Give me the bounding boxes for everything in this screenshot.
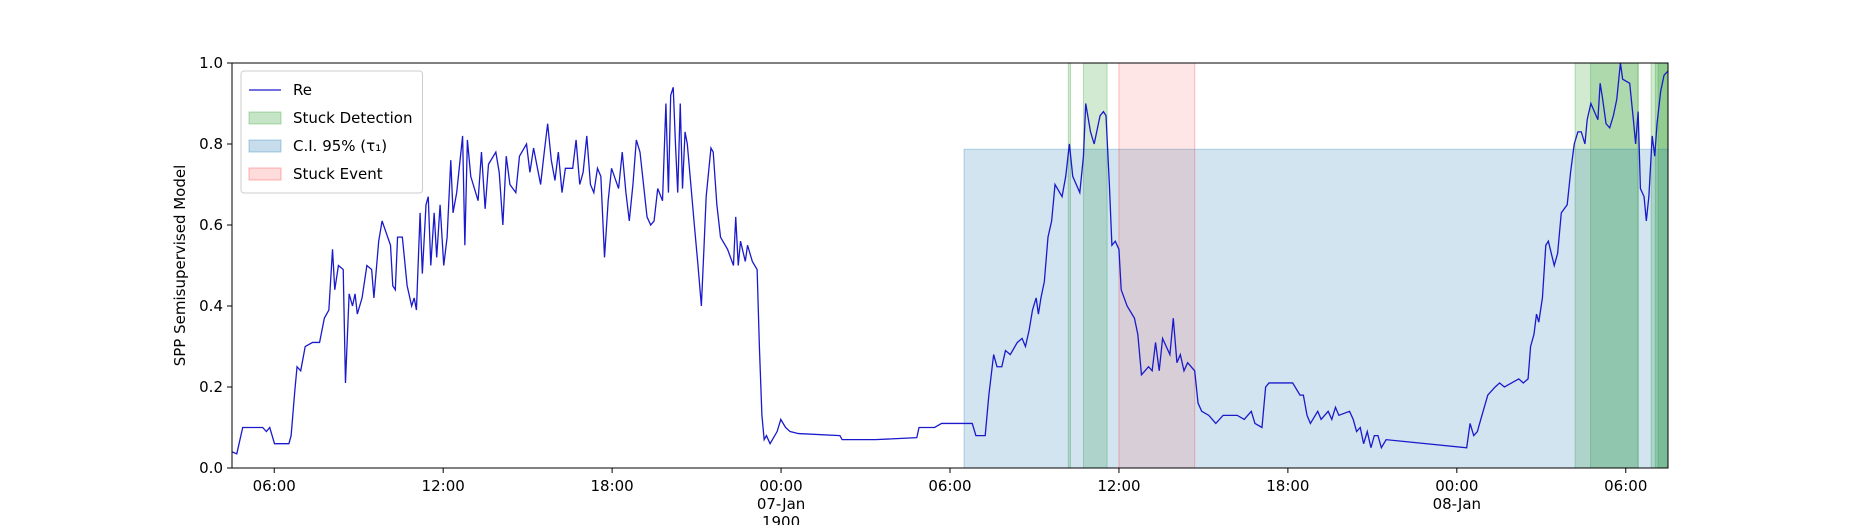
band-span	[1654, 63, 1668, 468]
band-span	[1082, 63, 1108, 468]
x-tick-label-line: 06:00	[253, 477, 296, 495]
y-axis-label: SPP Semisupervised Model	[171, 165, 189, 367]
band-span	[963, 148, 1668, 468]
x-tick-label-line: 18:00	[1266, 477, 1309, 495]
band-span	[1657, 63, 1668, 468]
plot-area	[232, 63, 1668, 468]
x-tick-label-line: 07-Jan	[757, 495, 805, 513]
legend-box	[240, 70, 423, 194]
band-span	[1590, 63, 1639, 468]
x-tick-label: 06:00	[253, 477, 296, 495]
x-tick-label-line: 12:00	[1097, 477, 1140, 495]
legend-label: Stuck Event	[293, 165, 383, 183]
y-tick-label: 0.2	[199, 378, 223, 396]
legend-swatch	[248, 139, 282, 153]
x-tick-label-line: 00:00	[1435, 477, 1478, 495]
legend-swatch	[248, 167, 282, 181]
x-tick-label-line: 06:00	[1604, 477, 1647, 495]
x-tick-label: 06:00	[928, 477, 971, 495]
x-tick-label-line: 00:00	[759, 477, 802, 495]
x-tick-label: 18:00	[591, 477, 634, 495]
x-tick-label-line: 18:00	[591, 477, 634, 495]
x-tick-label-line: 1900	[762, 513, 800, 525]
band-span	[1118, 63, 1196, 468]
y-tick-label: 0.4	[199, 297, 223, 315]
data-line	[232, 63, 1668, 455]
legend-label: Re	[293, 81, 312, 99]
band-span	[1067, 63, 1072, 468]
x-tick-label-line: 06:00	[928, 477, 971, 495]
y-tick-label: 0.0	[199, 459, 223, 477]
x-tick-label: 12:00	[422, 477, 465, 495]
legend-label: C.I. 95% (τ₁)	[293, 137, 387, 155]
legend-label: Stuck Detection	[293, 109, 412, 127]
y-tick-label: 1.0	[199, 54, 223, 72]
y-tick-label: 0.8	[199, 135, 223, 153]
x-tick-label: 00:00 07-Jan 1900	[757, 477, 805, 525]
x-tick-label-line: 08-Jan	[1433, 495, 1481, 513]
x-tick-label: 06:00	[1604, 477, 1647, 495]
legend-swatch	[248, 111, 282, 125]
x-tick-label-line: 12:00	[422, 477, 465, 495]
x-tick-label: 00:00 08-Jan	[1433, 477, 1481, 513]
y-tick-label: 0.6	[199, 216, 223, 234]
x-tick-label: 12:00	[1097, 477, 1140, 495]
x-tick-label: 18:00	[1266, 477, 1309, 495]
